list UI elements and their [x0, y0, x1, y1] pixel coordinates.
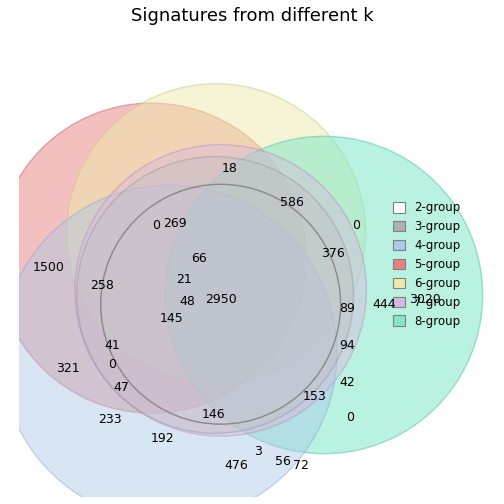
Text: 2950: 2950 — [205, 293, 236, 306]
Title: Signatures from different k: Signatures from different k — [131, 7, 373, 25]
Text: 41: 41 — [104, 339, 119, 352]
Text: 94: 94 — [339, 339, 355, 352]
Text: 376: 376 — [322, 247, 345, 260]
Text: 0: 0 — [352, 219, 360, 232]
Text: 89: 89 — [339, 302, 355, 316]
Text: 3: 3 — [254, 446, 262, 458]
Text: 192: 192 — [151, 431, 174, 445]
Text: 233: 233 — [98, 413, 122, 426]
Text: 476: 476 — [224, 459, 248, 472]
Text: 153: 153 — [303, 390, 327, 403]
Text: 444: 444 — [372, 298, 396, 311]
Text: 145: 145 — [160, 311, 183, 325]
Circle shape — [1, 185, 337, 504]
Text: 66: 66 — [192, 251, 207, 265]
Legend: 2-group, 3-group, 4-group, 5-group, 6-group, 7-group, 8-group: 2-group, 3-group, 4-group, 5-group, 6-gr… — [388, 197, 465, 333]
Text: 21: 21 — [176, 273, 192, 286]
Text: 146: 146 — [202, 408, 225, 421]
Circle shape — [67, 84, 365, 383]
Circle shape — [165, 136, 483, 454]
Text: 3020: 3020 — [410, 293, 442, 306]
Circle shape — [75, 145, 366, 436]
Text: 269: 269 — [163, 217, 186, 230]
Circle shape — [0, 103, 306, 413]
Text: 72: 72 — [293, 459, 309, 472]
Text: 586: 586 — [280, 196, 303, 209]
Text: 48: 48 — [179, 295, 196, 308]
Text: 42: 42 — [339, 376, 355, 389]
Text: 0: 0 — [346, 411, 354, 424]
Text: 1500: 1500 — [33, 261, 65, 274]
Text: 321: 321 — [55, 362, 79, 375]
Text: 0: 0 — [152, 219, 160, 232]
Circle shape — [77, 157, 353, 433]
Text: 47: 47 — [113, 381, 129, 394]
Text: 18: 18 — [222, 162, 238, 175]
Text: 0: 0 — [108, 358, 116, 371]
Text: 56: 56 — [275, 455, 290, 468]
Text: 258: 258 — [91, 279, 114, 292]
